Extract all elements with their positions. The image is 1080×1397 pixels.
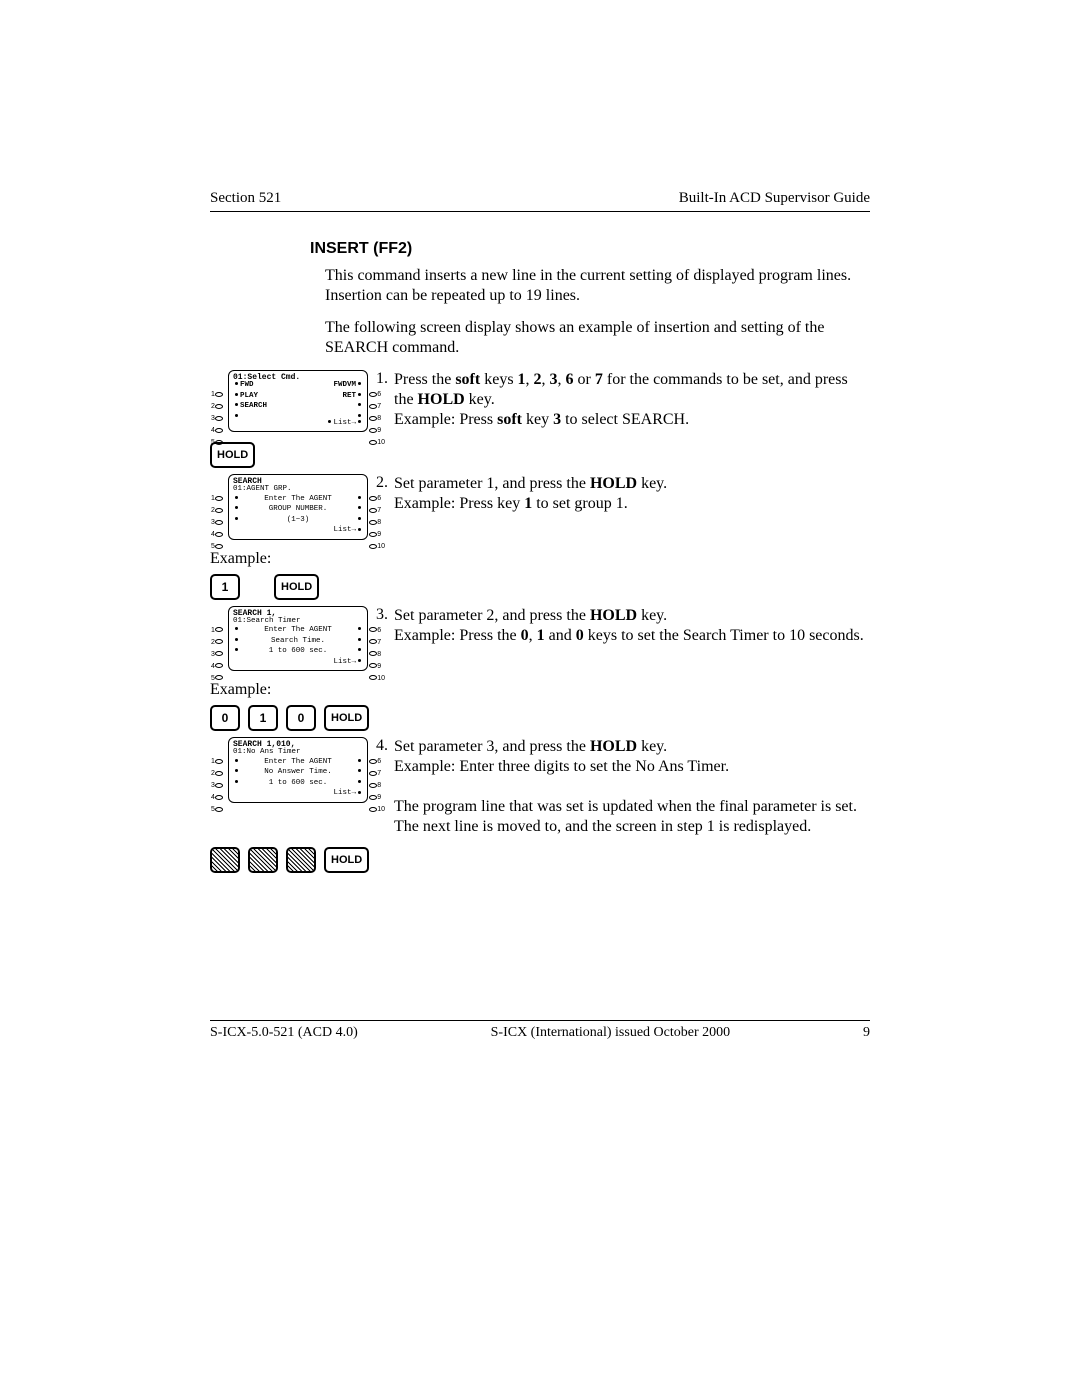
step-2-num: 2. <box>370 474 394 492</box>
step-3-num: 3. <box>370 606 394 624</box>
example-label-2: Example: <box>210 681 870 699</box>
lcd-diagram-1: 1 2 3 4 5 6 7 8 9 10 01:Select Cmd. FWDF… <box>228 370 368 432</box>
footer-page-num: 9 <box>863 1025 870 1041</box>
lcd1-left-keys: 1 2 3 4 5 <box>211 389 223 449</box>
step-1-keys: HOLD <box>210 442 870 468</box>
step-3-keys: 0 1 0 HOLD <box>210 705 870 731</box>
intro-para-1: This command inserts a new line in the c… <box>325 266 870 306</box>
step-2-keys: 1 HOLD <box>210 574 870 600</box>
step-2-text: Set parameter 1, and press the HOLD key.… <box>394 474 870 514</box>
header-left: Section 521 <box>210 190 281 207</box>
hold-key: HOLD <box>324 705 369 731</box>
footer-left: S-ICX-5.0-521 (ACD 4.0) <box>210 1025 358 1041</box>
lcd-diagram-4: 1 2 3 4 5 6 7 8 9 10 SEARCH 1,010, 01:No… <box>228 737 368 803</box>
example-label-1: Example: <box>210 550 870 568</box>
lcd1-right-keys: 6 7 8 9 10 <box>369 389 385 449</box>
step-2-row: 1 2 3 4 5 6 7 8 9 10 SEARCH 01:AGENT GRP… <box>210 474 870 540</box>
lcd-diagram-2: 1 2 3 4 5 6 7 8 9 10 SEARCH 01:AGENT GRP… <box>228 474 368 540</box>
header-right: Built-In ACD Supervisor Guide <box>679 190 870 207</box>
step-4-row: 1 2 3 4 5 6 7 8 9 10 SEARCH 1,010, 01:No… <box>210 737 870 837</box>
page-content: Section 521 Built-In ACD Supervisor Guid… <box>210 190 870 879</box>
step-3-row: 1 2 3 4 5 6 7 8 9 10 SEARCH 1, 01:Search… <box>210 606 870 672</box>
hatched-key: XX <box>248 847 278 873</box>
hatched-key: XX <box>210 847 240 873</box>
lcd-diagram-3: 1 2 3 4 5 6 7 8 9 10 SEARCH 1, 01:Search… <box>228 606 368 672</box>
key-0: 0 <box>210 705 240 731</box>
running-header: Section 521 Built-In ACD Supervisor Guid… <box>210 190 870 212</box>
step-1-text: Press the soft keys 1, 2, 3, 6 or 7 for … <box>394 370 870 430</box>
step-1-num: 1. <box>370 370 394 388</box>
step-4-keys: XX XX XX HOLD <box>210 847 870 873</box>
intro-para-2: The following screen display shows an ex… <box>325 318 870 358</box>
hold-key: HOLD <box>324 847 369 873</box>
footer-center: S-ICX (International) issued October 200… <box>491 1025 731 1041</box>
step-1-row: 1 2 3 4 5 6 7 8 9 10 01:Select Cmd. FWDF… <box>210 370 870 432</box>
key-1: 1 <box>210 574 240 600</box>
step-4-num: 4. <box>370 737 394 755</box>
section-title: INSERT (FF2) <box>310 240 870 258</box>
hold-key: HOLD <box>274 574 319 600</box>
step-4-text: Set parameter 3, and press the HOLD key.… <box>394 737 870 837</box>
key-1: 1 <box>248 705 278 731</box>
key-0: 0 <box>286 705 316 731</box>
page-footer: S-ICX-5.0-521 (ACD 4.0) S-ICX (Internati… <box>210 1020 870 1041</box>
hatched-key: XX <box>286 847 316 873</box>
step-3-text: Set parameter 2, and press the HOLD key.… <box>394 606 870 646</box>
